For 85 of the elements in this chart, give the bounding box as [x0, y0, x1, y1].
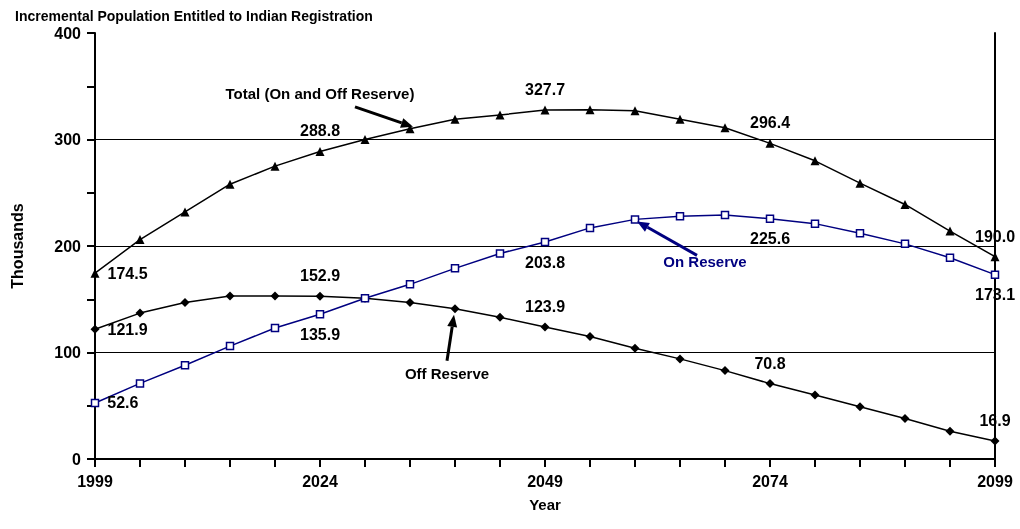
point [450, 114, 460, 124]
point [630, 215, 640, 224]
point [405, 297, 415, 307]
point [270, 161, 280, 171]
y-tick-label: 100 [54, 344, 82, 361]
data-label: 52.6 [107, 394, 139, 412]
point [495, 110, 505, 120]
point [135, 308, 145, 318]
x-tick-label: 2099 [977, 472, 1013, 490]
data-label: 121.9 [107, 320, 148, 338]
point [900, 414, 910, 424]
point [585, 332, 595, 342]
point [675, 211, 685, 221]
data-label: 288.8 [299, 122, 341, 140]
point [450, 264, 460, 273]
point [900, 239, 910, 249]
point [855, 402, 865, 412]
x-tick-label: 2074 [752, 472, 788, 490]
chart-title: Incremental Population Entitled to Indian Registration [15, 8, 373, 24]
point [720, 366, 730, 376]
point [630, 106, 640, 116]
legend-label: Off Reserve [404, 364, 490, 382]
point [585, 223, 595, 233]
point [990, 436, 1000, 446]
x-tick-label: 2049 [527, 472, 563, 490]
point [405, 280, 415, 289]
y-axis-title: Thousands [8, 203, 26, 289]
point [450, 304, 460, 314]
data-label: 174.5 [107, 264, 148, 282]
point [315, 146, 325, 156]
x-tick-label: 1999 [77, 472, 113, 490]
data-label: 225.6 [749, 230, 791, 248]
data-label: 203.8 [524, 253, 566, 271]
point [945, 253, 955, 262]
point [540, 322, 550, 332]
point [135, 379, 145, 388]
point [495, 249, 505, 258]
point [540, 105, 550, 115]
data-label: 152.9 [299, 267, 341, 285]
point [180, 207, 190, 217]
point [225, 291, 235, 301]
point [90, 398, 100, 408]
point [855, 228, 865, 238]
data-label: 70.8 [754, 354, 786, 372]
point [900, 199, 910, 209]
legend-label: On Reserve [663, 253, 747, 271]
data-label: 135.9 [299, 326, 341, 344]
point [675, 114, 685, 124]
point [765, 379, 775, 389]
y-tick-label: 0 [72, 450, 82, 468]
data-label: 296.4 [749, 114, 791, 132]
point [765, 214, 775, 223]
point [180, 361, 190, 370]
point [315, 291, 325, 301]
y-tick-label: 400 [54, 24, 82, 42]
point [675, 354, 685, 364]
point [270, 291, 280, 301]
point [945, 226, 955, 236]
x-axis-title: Year [529, 496, 562, 513]
point [180, 297, 190, 307]
data-label: 123.9 [524, 298, 566, 316]
point [855, 178, 865, 188]
point [945, 426, 955, 436]
data-label: 327.7 [524, 81, 566, 98]
point [630, 343, 640, 353]
point [270, 323, 280, 333]
point [315, 310, 325, 319]
point [540, 237, 550, 247]
y-tick-label: 300 [54, 131, 82, 148]
point [810, 219, 820, 228]
point [225, 341, 235, 351]
point [90, 324, 100, 334]
point [720, 210, 730, 220]
series-label: Total (On and Off Reserve) [225, 84, 415, 102]
y-tick-label: 200 [54, 237, 82, 255]
point [135, 235, 145, 245]
point [360, 135, 370, 144]
point [810, 156, 820, 166]
point [495, 312, 505, 322]
point [990, 270, 1000, 279]
x-tick-label: 2024 [302, 472, 338, 490]
point [585, 105, 595, 115]
point [810, 390, 820, 400]
point [225, 179, 235, 189]
point [720, 123, 730, 133]
